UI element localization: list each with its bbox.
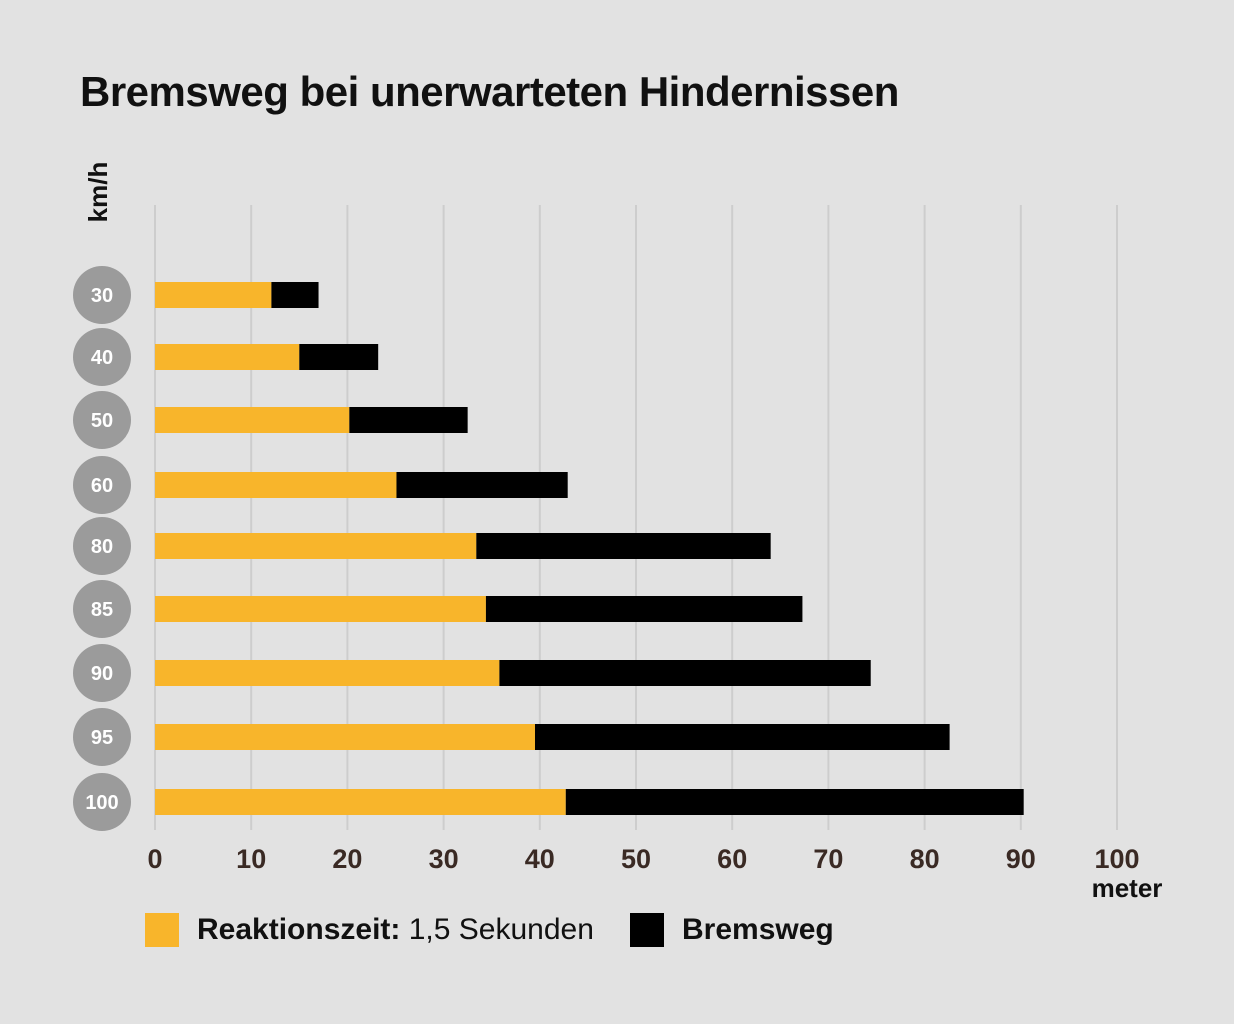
bar-braking-100	[565, 789, 1024, 815]
bar-braking-30	[271, 282, 319, 308]
legend-swatch-braking	[630, 913, 664, 947]
speed-badge	[73, 708, 131, 766]
x-tick-label: 70	[813, 844, 843, 874]
speed-badge-label: 95	[91, 727, 113, 749]
bar-reaction-30	[155, 282, 272, 308]
speed-badge-label: 80	[91, 536, 113, 558]
y-axis-label: km/h	[83, 162, 113, 223]
x-tick-label: 0	[147, 844, 162, 874]
x-axis-ticks: 0 10 20 30 40 50 60 70 80 90 100	[147, 844, 1139, 874]
speed-badge-label: 60	[91, 475, 113, 497]
speed-badge	[73, 456, 131, 514]
x-tick-label: 90	[1006, 844, 1036, 874]
speed-badge	[73, 328, 131, 386]
bar-braking-50	[349, 407, 468, 433]
x-tick-label: 80	[910, 844, 940, 874]
gridlines	[154, 205, 1118, 830]
x-tick-label: 10	[236, 844, 266, 874]
speed-badge	[73, 773, 131, 831]
legend-item-reaction: Reaktionszeit: 1,5 Sekunden	[145, 912, 594, 948]
x-axis-label: meter	[1092, 873, 1163, 903]
speed-badge	[73, 517, 131, 575]
bar-braking-60	[396, 472, 568, 498]
bar-reaction-60	[155, 472, 397, 498]
bar-braking-90	[499, 660, 871, 686]
speed-badge	[73, 644, 131, 702]
bar-reaction-85	[155, 596, 486, 622]
bar-reaction-90	[155, 660, 500, 686]
x-tick-label: 30	[429, 844, 459, 874]
bar-reaction-80	[155, 533, 477, 559]
bar-braking-85	[485, 596, 803, 622]
speed-badge	[73, 266, 131, 324]
legend-item-braking: Bremsweg	[630, 912, 834, 948]
bar-braking-80	[476, 533, 771, 559]
bar-reaction-100	[155, 789, 566, 815]
bars	[155, 282, 1024, 815]
legend-braking-label: Bremsweg	[682, 913, 834, 946]
speed-badge	[73, 391, 131, 449]
speed-badges: 30 40 50 60 80 85 90 95 100	[73, 266, 131, 831]
x-tick-label: 100	[1094, 844, 1139, 874]
x-tick-label: 40	[525, 844, 555, 874]
x-tick-label: 50	[621, 844, 651, 874]
chart-title: Bremsweg bei unerwarteten Hindernissen	[80, 68, 899, 115]
legend-swatch-reaction	[145, 913, 179, 947]
x-tick-label: 60	[717, 844, 747, 874]
speed-badge-label: 50	[91, 410, 113, 432]
speed-badge-label: 90	[91, 663, 113, 685]
bar-reaction-50	[155, 407, 350, 433]
bar-reaction-40	[155, 344, 300, 370]
speed-badge-label: 100	[85, 792, 118, 814]
speed-badge-label: 40	[91, 347, 113, 369]
bar-reaction-95	[155, 724, 535, 750]
legend-reaction-label: Reaktionszeit:	[197, 913, 401, 946]
x-tick-label: 20	[332, 844, 362, 874]
speed-badge-label: 85	[91, 599, 113, 621]
bar-braking-95	[534, 724, 950, 750]
speed-badge	[73, 580, 131, 638]
bar-braking-40	[299, 344, 379, 370]
legend-reaction-detail: 1,5 Sekunden	[400, 913, 594, 946]
speed-badge-label: 30	[91, 285, 113, 307]
